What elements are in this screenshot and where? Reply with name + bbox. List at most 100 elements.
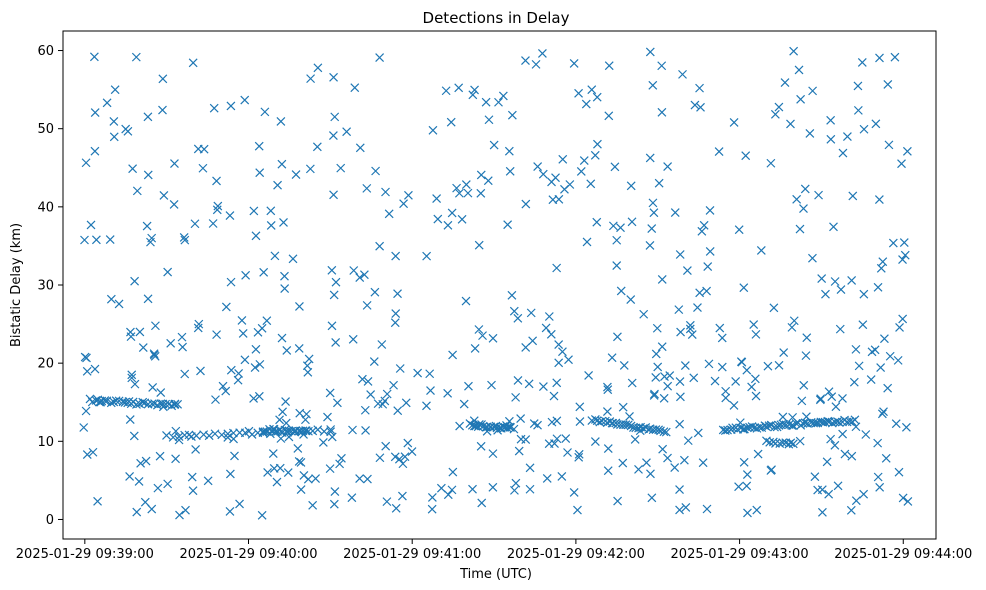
data-point <box>835 324 845 334</box>
data-point <box>382 389 392 399</box>
data-point <box>569 487 579 497</box>
data-point <box>740 424 749 434</box>
data-point <box>369 357 379 366</box>
data-point <box>879 334 889 344</box>
data-point <box>106 398 116 408</box>
data-point <box>557 472 567 481</box>
data-point <box>789 46 799 56</box>
data-point <box>816 394 826 404</box>
data-point <box>337 453 346 463</box>
data-point <box>132 186 142 196</box>
data-point <box>327 265 337 275</box>
data-point <box>381 441 391 451</box>
data-point <box>180 369 190 379</box>
data-point <box>824 489 834 499</box>
data-point <box>509 424 519 434</box>
data-point <box>257 510 267 520</box>
data-point <box>627 217 637 227</box>
data-point <box>275 463 285 473</box>
data-point <box>788 412 798 422</box>
data-point <box>884 140 894 150</box>
data-point <box>194 319 204 329</box>
data-point <box>552 434 562 444</box>
data-point <box>723 425 732 435</box>
data-point <box>178 342 188 352</box>
data-point <box>209 103 219 113</box>
data-point <box>541 323 551 333</box>
data-point <box>654 178 664 188</box>
data-point <box>893 355 903 365</box>
data-point <box>898 255 907 265</box>
data-point <box>463 188 473 198</box>
data-point <box>270 251 280 261</box>
data-point <box>335 459 345 469</box>
data-point <box>511 478 521 488</box>
data-point <box>323 412 332 422</box>
data-point <box>355 143 365 153</box>
data-point <box>296 458 306 467</box>
data-point <box>413 368 423 378</box>
data-point <box>331 277 341 287</box>
data-point <box>454 83 464 93</box>
data-point <box>312 142 322 152</box>
data-point <box>693 428 703 438</box>
data-point <box>774 360 784 370</box>
data-point <box>109 132 119 142</box>
data-point <box>742 365 752 375</box>
data-point <box>786 119 795 129</box>
data-point <box>281 418 291 428</box>
data-point <box>795 436 805 446</box>
data-point <box>602 407 612 416</box>
data-point <box>576 166 586 176</box>
data-point <box>371 166 381 176</box>
data-point <box>895 322 904 332</box>
data-point <box>483 176 493 186</box>
data-point <box>751 391 761 401</box>
data-point <box>363 376 373 386</box>
data-point <box>469 416 479 426</box>
x-tick-label: 2025-01-29 09:42:00 <box>507 547 645 562</box>
data-point <box>729 118 739 127</box>
data-point <box>199 144 209 154</box>
data-point <box>391 503 401 513</box>
data-point <box>876 363 886 373</box>
data-point <box>697 226 707 236</box>
data-point <box>747 422 757 431</box>
data-point <box>866 375 876 384</box>
data-point <box>399 199 409 209</box>
data-point <box>873 282 883 292</box>
data-point <box>516 414 526 424</box>
data-point <box>728 423 737 433</box>
data-point <box>797 396 807 406</box>
data-point <box>552 416 562 426</box>
y-tick-label: 10 <box>37 435 54 450</box>
data-point <box>826 134 836 144</box>
data-point <box>881 453 891 463</box>
data-point <box>612 235 622 245</box>
data-point <box>235 499 244 509</box>
data-point <box>468 90 478 100</box>
data-point <box>464 381 473 391</box>
data-point <box>294 343 304 353</box>
data-point <box>859 124 869 134</box>
data-point <box>764 421 774 431</box>
data-point <box>303 474 313 484</box>
data-point <box>330 112 340 122</box>
data-point <box>188 486 198 496</box>
data-point <box>96 397 106 407</box>
data-point <box>675 485 684 494</box>
data-point <box>218 381 228 391</box>
data-point <box>327 432 337 442</box>
data-point <box>329 190 338 200</box>
data-point <box>433 214 443 224</box>
data-point <box>552 263 562 273</box>
data-point <box>188 58 198 68</box>
data-point <box>842 132 852 141</box>
data-point <box>329 72 338 82</box>
data-point <box>883 383 893 393</box>
data-point <box>276 434 286 443</box>
data-point <box>163 479 173 489</box>
data-point <box>91 235 101 245</box>
data-point <box>703 262 713 272</box>
data-point <box>621 420 631 430</box>
